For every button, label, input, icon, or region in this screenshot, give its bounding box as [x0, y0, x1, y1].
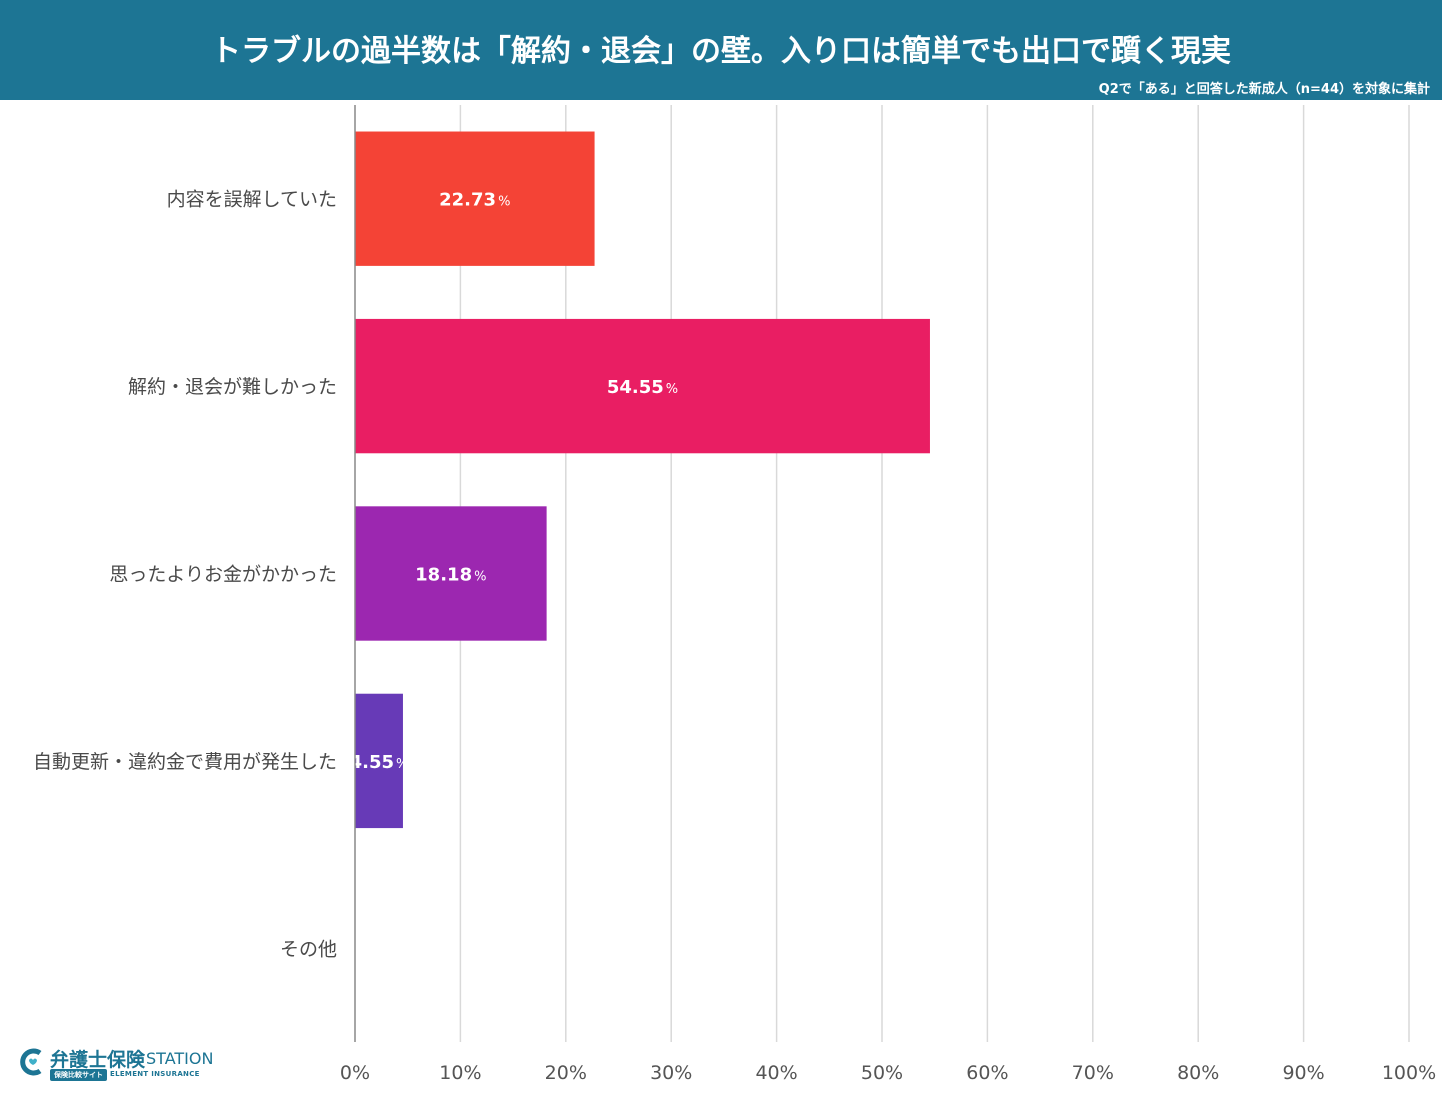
- logo-mark-icon: [20, 1048, 42, 1076]
- category-label: 思ったよりお金がかかった: [109, 564, 337, 586]
- data-label: 18.18%: [415, 565, 486, 586]
- x-tick-label: 10%: [439, 1062, 481, 1084]
- category-label: 解約・退会が難しかった: [128, 376, 337, 398]
- x-tick-label: 20%: [545, 1062, 587, 1084]
- x-tick-label: 90%: [1282, 1062, 1324, 1084]
- bar: [355, 318, 930, 454]
- data-label: 54.55%: [607, 377, 678, 398]
- x-tick-label: 70%: [1072, 1062, 1114, 1084]
- category-label: 内容を誤解していた: [167, 189, 337, 211]
- x-tick-label: 60%: [966, 1062, 1008, 1084]
- category-label: その他: [280, 938, 337, 960]
- header-banner: トラブルの過半数は「解約・退会」の壁。入り口は簡単でも出口で躓く現実 Q2で「あ…: [0, 0, 1442, 100]
- x-tick-label: 30%: [650, 1062, 692, 1084]
- chart-subtitle: Q2で「ある」と回答した新成人（n=44）を対象に集計: [1098, 82, 1430, 97]
- logo-company: ELEMENT INSURANCE: [110, 1070, 200, 1078]
- category-label: 自動更新・違約金で費用が発生した: [33, 751, 337, 773]
- bar: [355, 693, 403, 829]
- x-tick-label: 0%: [340, 1062, 370, 1084]
- chart-title: トラブルの過半数は「解約・退会」の壁。入り口は簡単でも出口で躓く現実: [211, 34, 1231, 69]
- logo-badge: 保険比較サイト: [50, 1069, 107, 1081]
- bar: [355, 131, 595, 266]
- data-label: 4.55%: [350, 752, 409, 773]
- data-label: 22.73%: [439, 190, 510, 211]
- x-tick-label: 100%: [1382, 1062, 1436, 1084]
- logo-name: 弁護士保険: [50, 1049, 146, 1071]
- x-tick-label: 50%: [861, 1062, 903, 1084]
- x-tick-label: 40%: [755, 1062, 797, 1084]
- x-tick-label: 80%: [1177, 1062, 1219, 1084]
- brand-logo: 弁護士保険 STATION 保険比較サイト ELEMENT INSURANCE: [20, 1045, 230, 1083]
- bar: [355, 506, 547, 641]
- logo-station: STATION: [146, 1049, 214, 1068]
